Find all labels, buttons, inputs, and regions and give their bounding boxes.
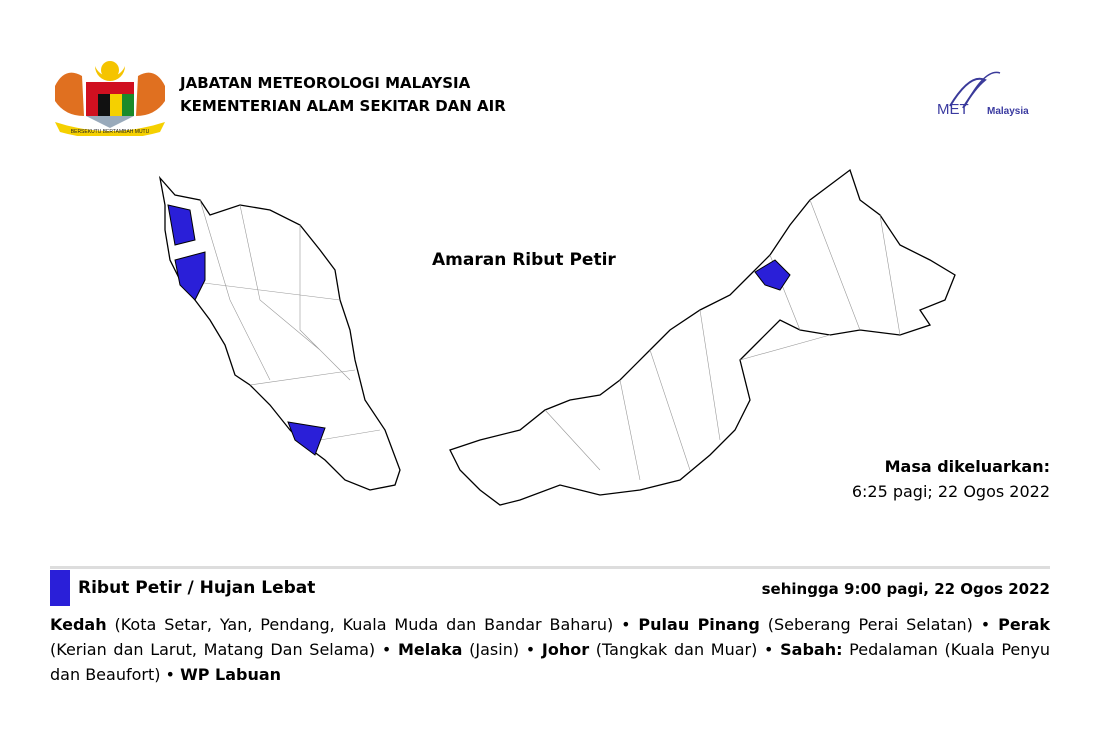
warning-areas-text: Kedah (Kota Setar, Yan, Pendang, Kuala M… (50, 612, 1050, 687)
area-state: Melaka (397, 640, 463, 659)
malaysia-coat-of-arms-logo: BERSEKUTU BERTAMBAH MUTU (55, 61, 165, 136)
warning-color-bar (50, 570, 70, 606)
area-state: Perak (998, 615, 1050, 634)
warning-title: Ribut Petir / Hujan Lebat (78, 578, 316, 598)
area-state: Johor (541, 640, 590, 659)
warning-area-kedah (167, 204, 196, 246)
issued-time: 6:25 pagi; 22 Ogos 2022 (851, 482, 1050, 501)
ministry-name: KEMENTERIAN ALAM SEKITAR DAN AIR (180, 97, 506, 115)
warning-area-sabah-labuan (754, 259, 791, 291)
malaysia-map (158, 168, 956, 506)
area-state: Kedah (50, 615, 107, 634)
warning-valid-until: sehingga 9:00 pagi, 22 Ogos 2022 (761, 580, 1050, 598)
map-title: Amaran Ribut Petir (432, 250, 616, 270)
area-state: WP Labuan (180, 665, 282, 684)
warning-area-penang-perak (174, 251, 206, 301)
area-detail: (Jasin) • (462, 640, 542, 659)
issued-label: Masa dikeluarkan: (884, 457, 1050, 476)
area-detail: (Kerian dan Larut, Matang Dan Selama) • (50, 640, 398, 659)
peninsular-malaysia (158, 175, 401, 491)
area-detail: (Tangkak dan Muar) • (589, 640, 781, 659)
logo-malaysia-text: Malaysia (987, 106, 1029, 117)
district-boundaries (179, 199, 901, 481)
area-detail: (Seberang Perai Selatan) • (759, 615, 999, 634)
area-state: Sabah: (780, 640, 843, 659)
organization-name: JABATAN METEOROLOGI MALAYSIA (180, 74, 471, 92)
area-detail: (Kota Setar, Yan, Pendang, Kuala Muda da… (106, 615, 639, 634)
met-malaysia-logo: MET Malaysia (937, 71, 1029, 118)
crest-motto: BERSEKUTU BERTAMBAH MUTU (71, 129, 150, 135)
warning-areas (167, 204, 791, 456)
east-malaysia (449, 168, 956, 506)
area-detail: Pedalaman (Kuala Penyu dan Beaufort) • (50, 640, 1051, 684)
divider (50, 566, 1050, 569)
area-state: Pulau Pinang (638, 615, 760, 634)
warning-area-melaka-johor (287, 421, 326, 456)
logo-met-text: MET (937, 101, 969, 118)
